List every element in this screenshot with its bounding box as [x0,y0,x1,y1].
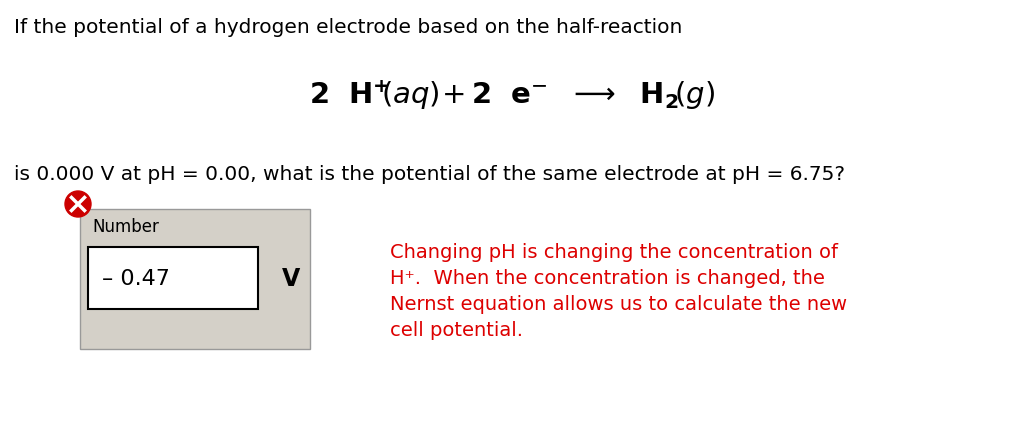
Text: cell potential.: cell potential. [390,320,523,339]
Text: Changing pH is changing the concentration of: Changing pH is changing the concentratio… [390,243,838,261]
Text: If the potential of a hydrogen electrode based on the half-reaction: If the potential of a hydrogen electrode… [14,18,682,37]
Text: Number: Number [92,218,159,236]
Text: V: V [282,266,300,290]
Text: $\mathbf{2}\ \ \mathbf{H}^{\mathbf{+}}\!\!\left(\mathit{aq}\right)\!+\mathbf{2}\: $\mathbf{2}\ \ \mathbf{H}^{\mathbf{+}}\!… [309,78,715,112]
Text: is 0.000 V at pH = 0.00, what is the potential of the same electrode at pH = 6.7: is 0.000 V at pH = 0.00, what is the pot… [14,165,845,184]
FancyBboxPatch shape [80,209,310,349]
Text: H⁺.  When the concentration is changed, the: H⁺. When the concentration is changed, t… [390,268,825,287]
Text: – 0.47: – 0.47 [102,268,170,289]
FancyBboxPatch shape [88,247,258,309]
Circle shape [65,191,91,218]
Text: Nernst equation allows us to calculate the new: Nernst equation allows us to calculate t… [390,294,847,313]
